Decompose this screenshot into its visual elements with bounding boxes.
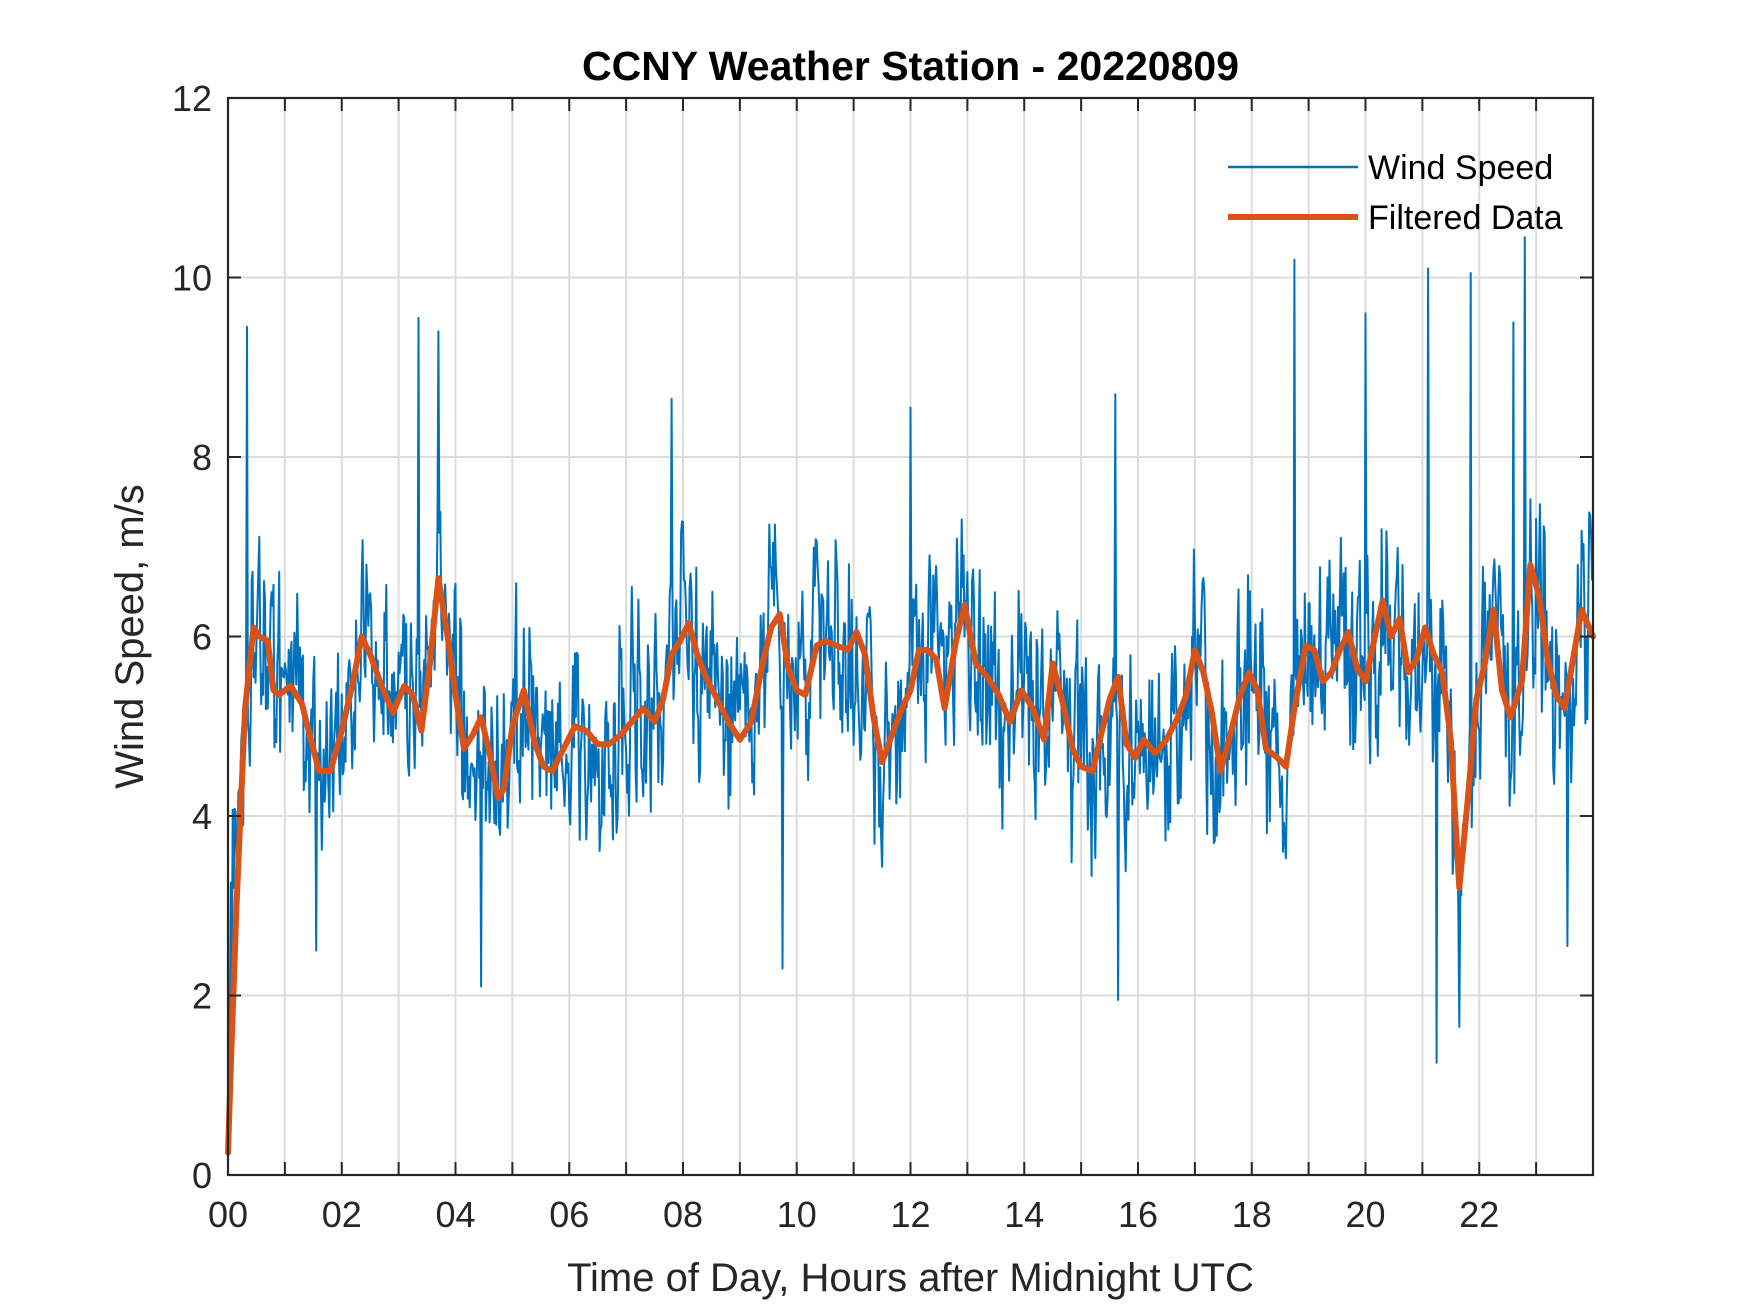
x-tick-label: 02 (322, 1194, 362, 1235)
x-tick-label: 08 (663, 1194, 703, 1235)
x-tick-label: 04 (435, 1194, 475, 1235)
x-tick-label: 10 (777, 1194, 817, 1235)
y-tick-label: 0 (192, 1155, 212, 1196)
legend-label-wind-speed: Wind Speed (1368, 149, 1553, 187)
x-tick-label: 14 (1004, 1194, 1044, 1235)
x-axis-label: Time of Day, Hours after Midnight UTC (567, 1256, 1254, 1300)
x-tick-label: 16 (1118, 1194, 1158, 1235)
x-tick-label: 06 (549, 1194, 589, 1235)
x-tick-label: 18 (1232, 1194, 1272, 1235)
wind-speed-line (227, 236, 1594, 1074)
y-tick-label: 10 (172, 258, 212, 299)
legend: Wind Speed Filtered Data (1228, 149, 1563, 237)
y-tick-label: 4 (192, 796, 212, 837)
legend-label-filtered-data: Filtered Data (1368, 199, 1563, 237)
y-tick-label: 2 (192, 976, 212, 1017)
chart-title: CCNY Weather Station - 20220809 (582, 43, 1239, 89)
y-tick-label: 6 (192, 617, 212, 658)
y-axis-label: Wind Speed, m/s (108, 484, 152, 789)
x-tick-label: 20 (1345, 1194, 1385, 1235)
x-tick-label: 12 (890, 1194, 930, 1235)
x-tick-label: 00 (208, 1194, 248, 1235)
data-layer (225, 236, 1596, 1156)
y-tick-label: 8 (192, 437, 212, 478)
y-tick-label: 12 (172, 78, 212, 119)
x-tick-label: 22 (1459, 1194, 1499, 1235)
filtered-data-line (225, 561, 1596, 1156)
